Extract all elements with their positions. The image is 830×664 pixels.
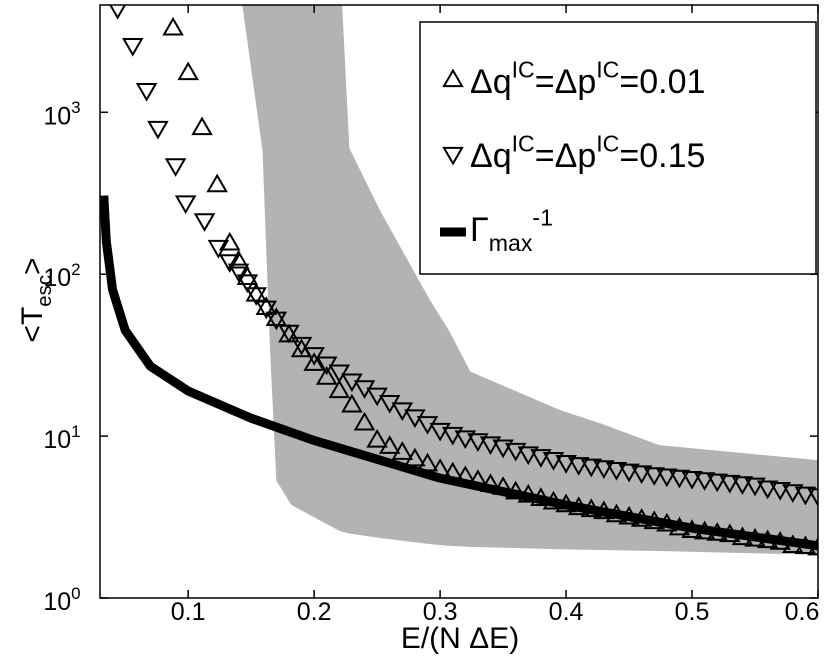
marker — [147, 120, 169, 140]
marker — [164, 158, 187, 177]
marker — [618, 463, 640, 483]
marker — [643, 467, 666, 486]
plot-content — [100, 5, 818, 556]
marker — [315, 366, 338, 385]
marker — [227, 249, 250, 269]
marker — [542, 452, 565, 471]
marker — [303, 352, 325, 371]
marker — [404, 447, 426, 467]
marker — [492, 439, 514, 459]
marker — [517, 446, 540, 466]
marker — [328, 364, 351, 384]
marker — [135, 82, 158, 102]
band — [242, 5, 818, 555]
x-axis-label: E/(N ΔE) — [401, 622, 519, 655]
x-tick-label: 0.6 — [785, 598, 820, 626]
marker — [265, 307, 288, 327]
marker — [794, 486, 817, 506]
marker — [731, 476, 754, 495]
y-tick-label: 103 — [43, 98, 80, 130]
marker — [278, 324, 300, 344]
marker — [236, 274, 259, 294]
marker — [630, 465, 653, 485]
marker — [303, 347, 325, 366]
marker — [366, 428, 388, 448]
marker — [378, 435, 401, 454]
legend-marker — [442, 146, 464, 166]
marker — [580, 458, 603, 478]
x-tick-label: 0.5 — [675, 598, 710, 626]
marker — [693, 472, 716, 491]
marker — [391, 441, 414, 460]
marker — [567, 457, 590, 476]
legend-label: ΔqIC=ΔpIC=0.01 — [470, 57, 705, 101]
x-tick-label: 0.1 — [171, 598, 206, 626]
legend-box — [419, 21, 817, 275]
marker — [555, 455, 577, 474]
marker — [245, 282, 267, 302]
marker — [782, 484, 804, 503]
marker — [744, 477, 766, 497]
marker — [245, 287, 267, 306]
marker — [454, 430, 477, 450]
y-tick-label: 101 — [43, 422, 80, 454]
legend-label: Γmax-1 — [470, 205, 553, 257]
marker — [467, 433, 489, 452]
marker — [328, 379, 351, 399]
marker — [174, 195, 197, 215]
marker — [109, 5, 127, 20]
marker — [429, 422, 451, 442]
marker — [290, 336, 313, 356]
marker — [255, 300, 278, 320]
x-tick-label: 0.3 — [423, 598, 458, 626]
marker — [504, 442, 527, 462]
y-axis-label: <Tesc> — [16, 257, 56, 342]
legend-marker — [442, 68, 464, 88]
marker — [218, 254, 241, 273]
marker — [706, 473, 728, 493]
marker — [177, 61, 199, 81]
marker — [162, 16, 184, 36]
marker — [193, 213, 216, 232]
marker — [441, 426, 464, 446]
marker — [530, 449, 552, 468]
marker — [605, 461, 628, 481]
marker — [191, 116, 213, 136]
marker — [255, 296, 278, 315]
x-tick-label: 0.4 — [549, 598, 584, 626]
marker — [227, 263, 250, 283]
marker — [769, 482, 791, 501]
marker — [207, 239, 230, 259]
marker — [681, 470, 703, 490]
series-line — [100, 195, 818, 551]
x-tick-label: 0.2 — [297, 598, 332, 626]
marker — [353, 411, 376, 431]
marker — [656, 468, 678, 488]
marker — [121, 37, 144, 57]
marker — [807, 488, 818, 507]
marker — [265, 311, 288, 331]
legend-label: ΔqIC=ΔpIC=0.15 — [470, 131, 705, 175]
y-tick-label: 100 — [43, 584, 80, 616]
marker — [206, 173, 228, 193]
axes-frame — [99, 4, 819, 599]
marker — [668, 469, 691, 489]
marker — [479, 436, 502, 456]
y-tick-label: 102 — [43, 260, 80, 292]
marker — [593, 460, 615, 479]
marker — [756, 480, 779, 500]
marker — [719, 474, 741, 494]
marker — [341, 393, 363, 413]
